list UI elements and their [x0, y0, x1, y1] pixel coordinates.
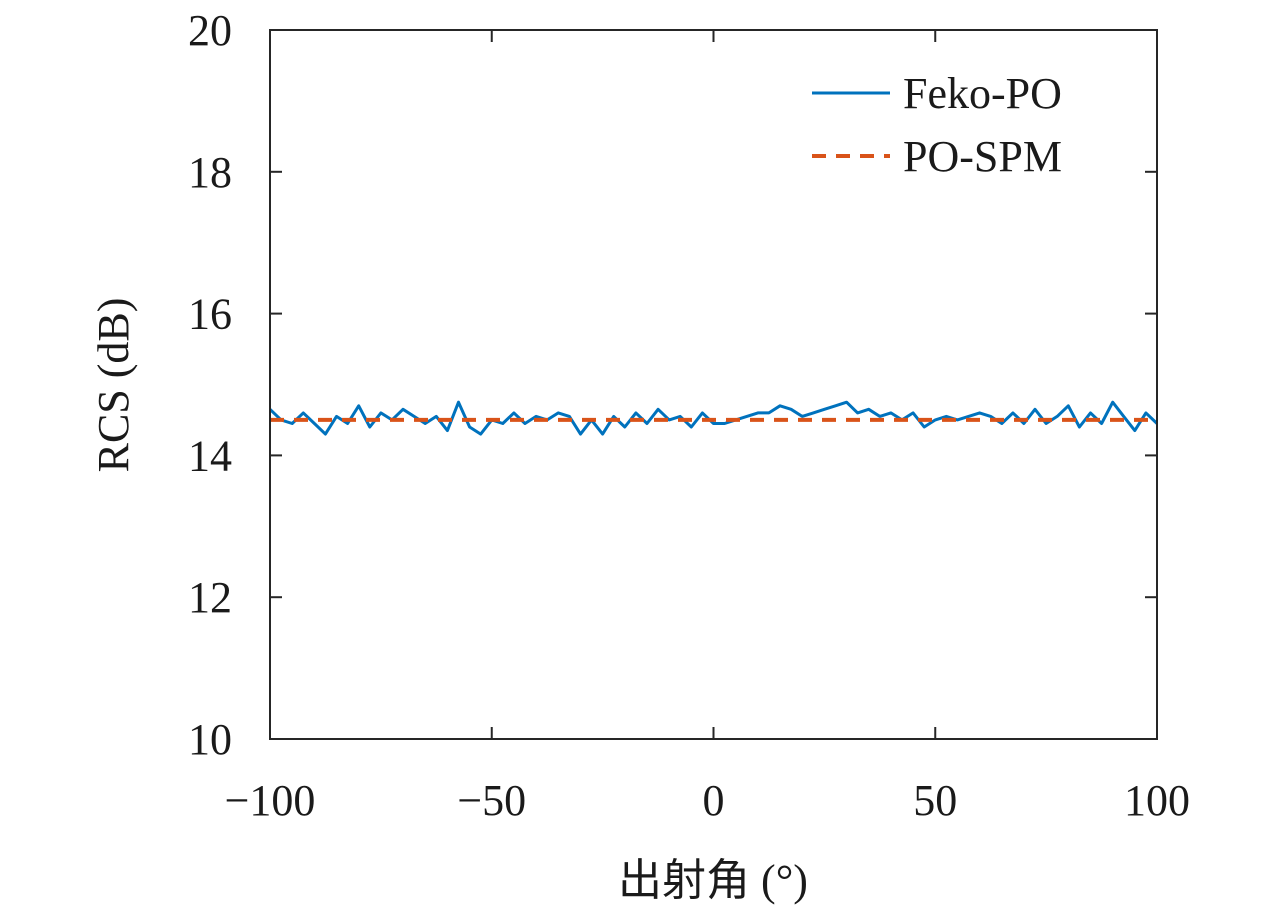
x-axis-label: 出射角 (°)	[618, 856, 808, 905]
legend: Feko-PO PO-SPM	[812, 69, 1062, 181]
legend-label-po-spm: PO-SPM	[903, 132, 1062, 181]
x-tick-label: 50	[913, 776, 957, 825]
tick-layer: −100 −50 0 50 100 10 12 14 16 18 20	[188, 6, 1190, 825]
y-tick-label: 10	[188, 715, 232, 764]
y-tick-label: 14	[188, 431, 232, 480]
y-tick-label: 16	[188, 290, 232, 339]
x-tick-label: −100	[225, 776, 316, 825]
y-axis-label: RCS (dB)	[89, 298, 138, 473]
x-tick-label: 0	[703, 776, 725, 825]
x-tick-label: −50	[457, 776, 526, 825]
y-tick-label: 12	[188, 573, 232, 622]
y-tick-label: 18	[188, 148, 232, 197]
x-tick-label: 100	[1124, 776, 1190, 825]
legend-label-feko-po: Feko-PO	[903, 69, 1062, 118]
series-layer	[268, 400, 1159, 436]
y-tick-label: 20	[188, 6, 232, 55]
